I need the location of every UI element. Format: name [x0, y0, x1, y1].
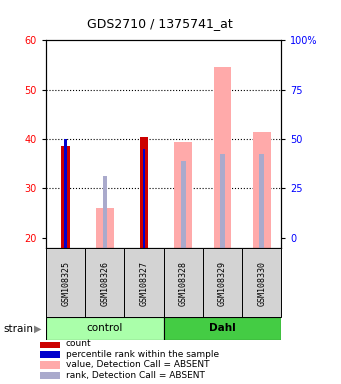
Text: strain: strain [3, 324, 33, 334]
Bar [124, 248, 164, 317]
Bar [164, 317, 281, 340]
Text: percentile rank within the sample: percentile rank within the sample [65, 350, 219, 359]
Text: GSM108330: GSM108330 [257, 261, 266, 306]
Bar [214, 68, 231, 248]
Bar [181, 161, 186, 248]
Text: GSM108326: GSM108326 [100, 261, 109, 306]
Bar [40, 372, 59, 379]
Bar [40, 351, 59, 358]
Text: GDS2710 / 1375741_at: GDS2710 / 1375741_at [87, 17, 233, 30]
Bar [61, 146, 70, 248]
Bar [46, 248, 85, 317]
Bar [85, 248, 124, 317]
Bar [96, 208, 114, 248]
Text: GSM108325: GSM108325 [61, 261, 70, 306]
Bar [164, 248, 203, 317]
Bar [203, 248, 242, 317]
Bar [140, 137, 148, 248]
Text: GSM108328: GSM108328 [179, 261, 188, 306]
Bar [220, 154, 225, 248]
Text: GSM108329: GSM108329 [218, 261, 227, 306]
Text: value, Detection Call = ABSENT: value, Detection Call = ABSENT [65, 361, 209, 369]
Text: count: count [65, 339, 91, 348]
Bar [40, 340, 59, 348]
Bar [253, 132, 270, 248]
Bar [260, 154, 264, 248]
Bar [40, 361, 59, 369]
Bar [175, 142, 192, 248]
Bar [143, 149, 146, 248]
Text: rank, Detection Call = ABSENT: rank, Detection Call = ABSENT [65, 371, 205, 380]
Bar [64, 139, 67, 248]
Bar [103, 176, 107, 248]
Text: GSM108327: GSM108327 [139, 261, 149, 306]
Text: ▶: ▶ [34, 324, 42, 334]
Bar [242, 248, 281, 317]
Bar [46, 317, 164, 340]
Text: Dahl: Dahl [209, 323, 236, 333]
Text: control: control [87, 323, 123, 333]
